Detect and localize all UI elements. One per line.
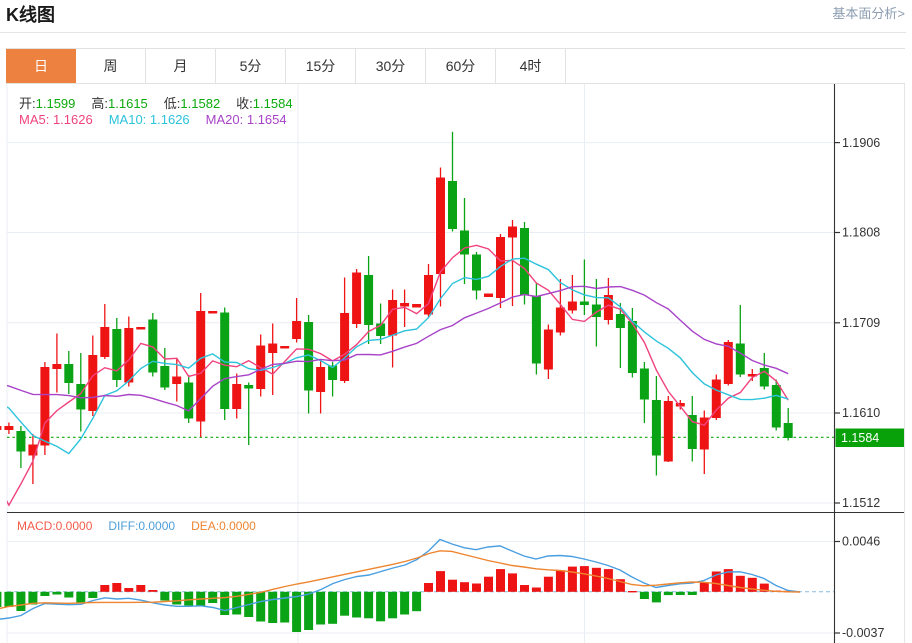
svg-text:1.1512: 1.1512 — [842, 496, 880, 510]
svg-text:1.1808: 1.1808 — [842, 226, 880, 240]
svg-text:1.1610: 1.1610 — [842, 406, 880, 420]
svg-text:1.1709: 1.1709 — [842, 316, 880, 330]
svg-text:-0.0037: -0.0037 — [842, 626, 884, 640]
svg-text:0.0046: 0.0046 — [842, 535, 880, 549]
svg-text:1.1584: 1.1584 — [841, 431, 879, 445]
svg-text:1.1906: 1.1906 — [842, 136, 880, 150]
